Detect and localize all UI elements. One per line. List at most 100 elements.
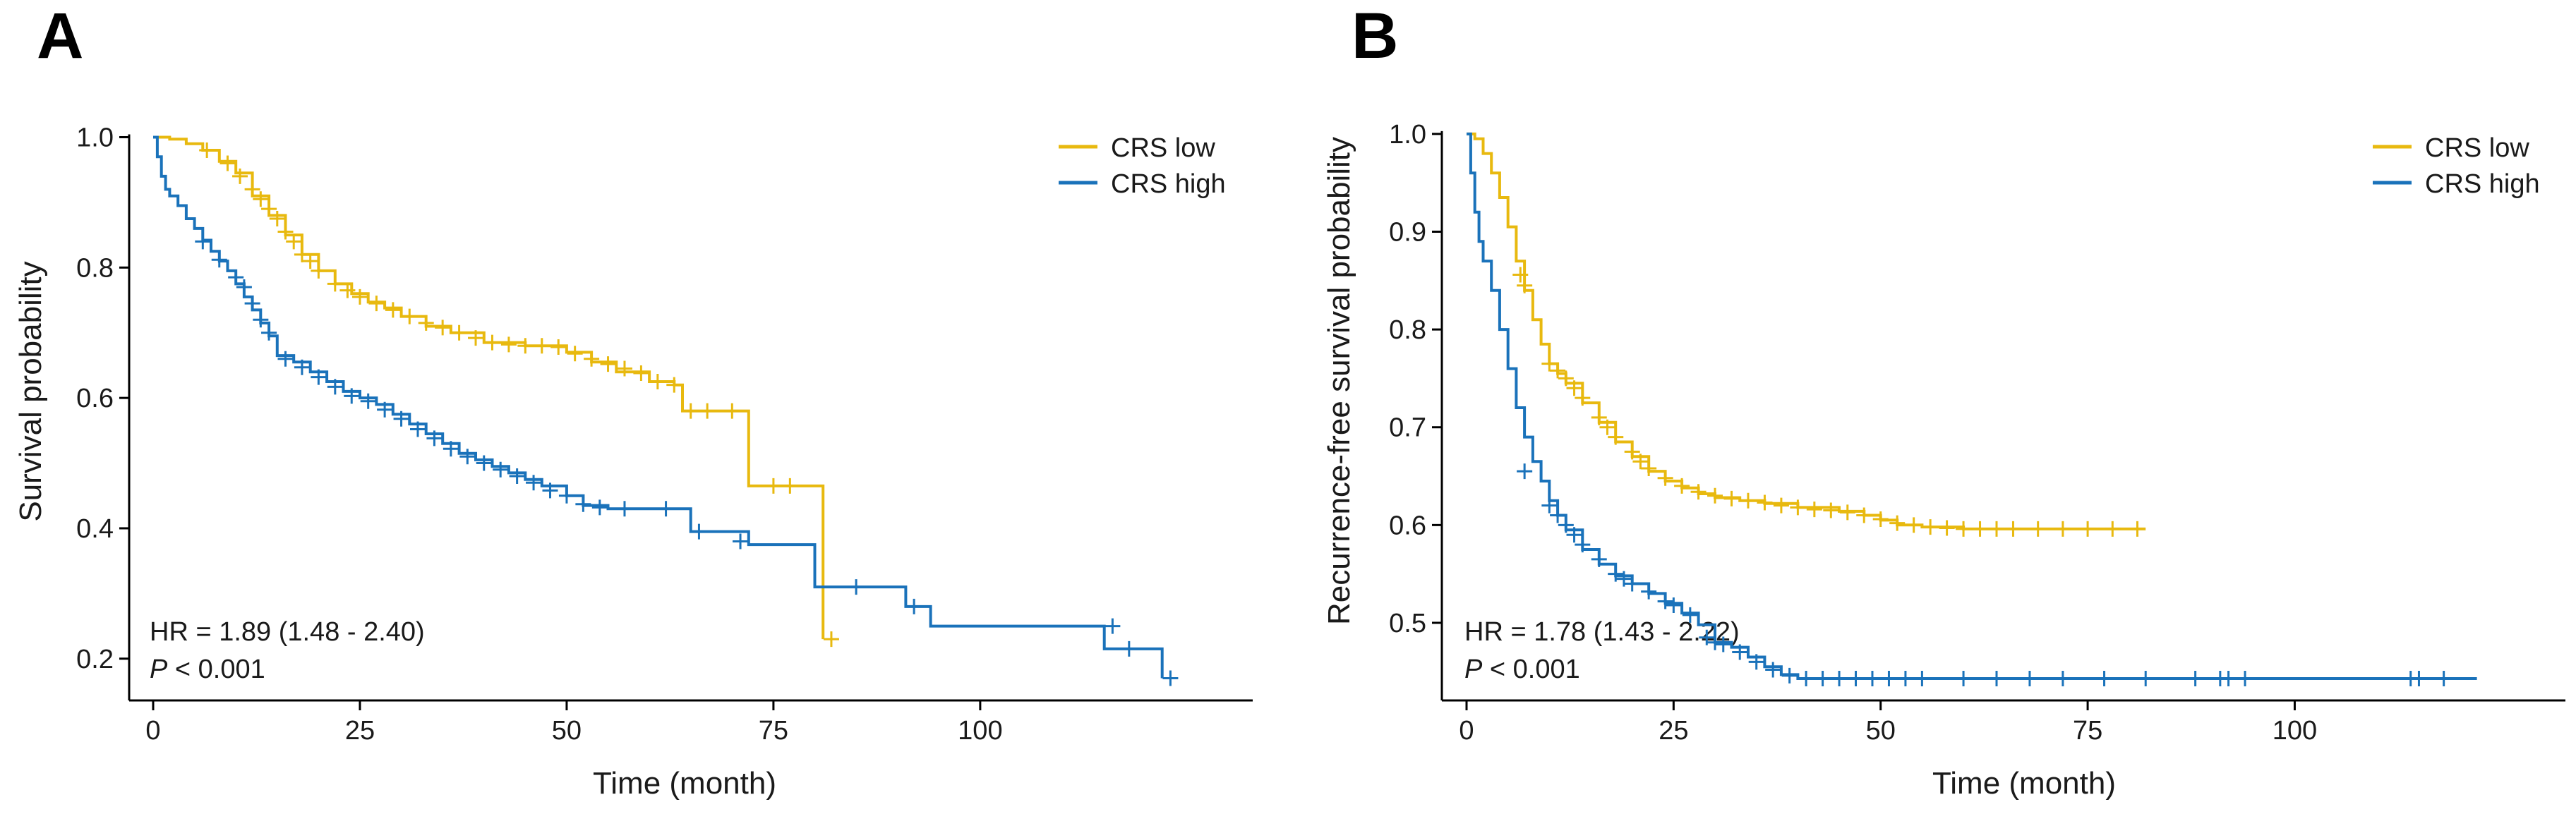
panel-a-censor-mark-high <box>228 269 244 286</box>
panel-b-y-tick-label: 0.9 <box>1389 217 1426 247</box>
panel-b-censor-mark-high <box>1989 670 2004 686</box>
panel-b-censor-mark-low <box>1541 356 1558 372</box>
panel-b-censor-mark-high <box>1566 527 1582 543</box>
panel-b-censor-mark-high <box>2187 670 2203 686</box>
panel-a-censor-mark-low <box>724 403 740 419</box>
panel-b-censor-mark-low <box>1566 380 1582 396</box>
panel-a-censor-mark-low <box>232 168 248 184</box>
panel-a-censor-mark-low <box>286 233 302 250</box>
panel-b-censor-mark-high <box>1798 670 1814 686</box>
panel-b-censor-mark-high <box>1765 662 1781 678</box>
panel-b-censor-mark-low <box>2129 521 2145 537</box>
panel-a-km-curve-low <box>153 135 825 640</box>
panel-a-censor-mark-high <box>906 598 922 614</box>
panel-b-p-value-annotation: P < 0.001 <box>1464 655 1580 684</box>
panel-a-censor-mark-high <box>360 393 376 409</box>
panel-b-censor-mark-low <box>1939 520 1955 536</box>
panel-b-km-curve-high <box>1467 132 2477 680</box>
panel-b-censor-mark-low <box>1790 499 1806 516</box>
panel-b-censor-mark-low <box>1599 419 1615 435</box>
panel-b-censor-mark-low <box>1872 511 1889 528</box>
panel-a-censor-mark-high <box>261 324 277 341</box>
panel-a-censor-mark-low <box>649 374 666 390</box>
panel-b-censor-mark-low <box>1906 517 1922 533</box>
panel-a-censor-mark-high <box>410 421 426 437</box>
panel-a-x-tick-label: 75 <box>759 716 788 746</box>
panel-b-censor-mark-low <box>1550 363 1566 379</box>
panel-b-x-axis-title: Time (month) <box>1932 766 2116 801</box>
panel-b-censor-mark-low <box>1707 487 1723 504</box>
panel-a-censor-mark-high <box>575 496 591 512</box>
panel-a-censor-mark-low <box>253 191 269 207</box>
panel-a-censor-mark-low <box>302 253 318 269</box>
panel-b-censor-mark-high <box>1682 607 1698 623</box>
panel-b-censor-mark-high <box>1641 583 1657 600</box>
panel-a-censor-mark-low <box>484 334 500 351</box>
panel-b-censor-mark-high <box>1748 654 1764 670</box>
panel-a-censor-mark-low <box>682 403 699 419</box>
panel-a-censor-mark-high <box>848 579 865 595</box>
panel-a-censor-mark-low <box>311 262 327 279</box>
panel-a-censor-mark-low <box>435 320 451 336</box>
panel-b-censor-mark-high <box>2096 670 2112 686</box>
panel-b-censor-mark-low <box>1972 521 1988 537</box>
panel-a-censor-mark-high <box>236 279 252 296</box>
panel-a-censor-mark-high <box>311 369 327 385</box>
panel-b-censor-mark-high <box>1956 670 1972 686</box>
panel-a-y-tick-label: 0.8 <box>76 253 114 283</box>
panel-a-censor-mark-high <box>244 296 260 312</box>
panel-b-censor-mark-low <box>1690 484 1707 500</box>
panel-a-censor-mark-high <box>211 252 227 268</box>
panel-b-x-tick-label: 50 <box>1866 716 1896 746</box>
panel-a-censor-mark-low <box>567 346 583 362</box>
panel-a-censor-mark-high <box>1162 670 1179 686</box>
panel-b-censor-mark-high <box>1558 517 1574 533</box>
panel-a-censor-mark-high <box>526 475 542 491</box>
panel-b-plot: 0 25 50 75 100 0.5 0.6 0.7 0.8 0.9 1.0 <box>1389 120 2565 746</box>
panel-a-y-tick-label: 0.2 <box>76 645 114 674</box>
panel-b-censor-mark-low <box>1632 454 1649 470</box>
panel-a-censor-mark-low <box>666 377 682 393</box>
panel-a-censor-mark-low <box>339 282 356 298</box>
panel-b-censor-mark-high <box>1608 566 1624 582</box>
panel-a-censor-mark-high <box>591 499 608 516</box>
panel-a-x-tick-label: 50 <box>552 716 582 746</box>
panel-a-censor-mark-low <box>294 246 310 262</box>
panel-b-censor-mark-low <box>1624 444 1640 460</box>
panel-b-censor-mark-high <box>1699 629 1715 645</box>
panel-a-censor-mark-low <box>451 324 467 341</box>
panel-a-censor-mark-high <box>509 468 525 485</box>
panel-b-censor-mark-high <box>1732 644 1748 660</box>
panel-a-censor-mark-high <box>733 533 749 549</box>
panel-a-censor-mark-low <box>699 403 716 419</box>
panel-b-p-value: < 0.001 <box>1482 655 1579 684</box>
panel-b-y-tick-label: 0.7 <box>1389 413 1426 443</box>
panel-b-censor-mark-low <box>1839 504 1855 521</box>
panel-a-x-axis-title: Time (month) <box>593 766 776 801</box>
panel-a-legend-label-high: CRS high <box>1111 169 1226 199</box>
panel-b-censor-mark-high <box>2054 670 2071 686</box>
panel-a-censor-mark-high <box>253 312 269 328</box>
panel-b-hr-annotation: HR = 1.78 (1.43 - 2.22) <box>1464 617 1740 647</box>
panel-b-censor-mark-low <box>1641 460 1657 476</box>
panel-a-censor-mark-low <box>517 338 534 354</box>
panel-a-censor-mark-high <box>443 441 459 457</box>
panel-b-censor-mark-high <box>2021 670 2038 686</box>
panel-a-y-tick-label: 0.4 <box>76 514 114 544</box>
panel-b-censor-mark-low <box>2030 521 2046 537</box>
panel-a-censor-mark-low <box>385 302 401 318</box>
panel-b-y-axis-title: Recurrence-free survival probability <box>1322 137 1356 625</box>
panel-b-censor-mark-low <box>1558 370 1574 387</box>
panel-a-censor-mark-low <box>277 224 294 240</box>
panel-b-censor-mark-high <box>1814 670 1831 686</box>
panel-a-censor-mark-low <box>633 365 649 382</box>
panel-b-censor-mark-high <box>2138 670 2154 686</box>
panel-b-censor-mark-high <box>2411 670 2427 686</box>
panel-a-censor-mark-low <box>244 181 260 198</box>
panel-a-x-tick-label: 25 <box>345 716 375 746</box>
panel-a-censor-mark-high <box>493 461 509 478</box>
panel-a-x-tick-label: 100 <box>958 716 1002 746</box>
panel-b-censor-mark-low <box>1512 267 1529 283</box>
panel-b-censor-mark-high <box>2220 670 2237 686</box>
panel-a-censor-mark-low <box>550 339 567 356</box>
